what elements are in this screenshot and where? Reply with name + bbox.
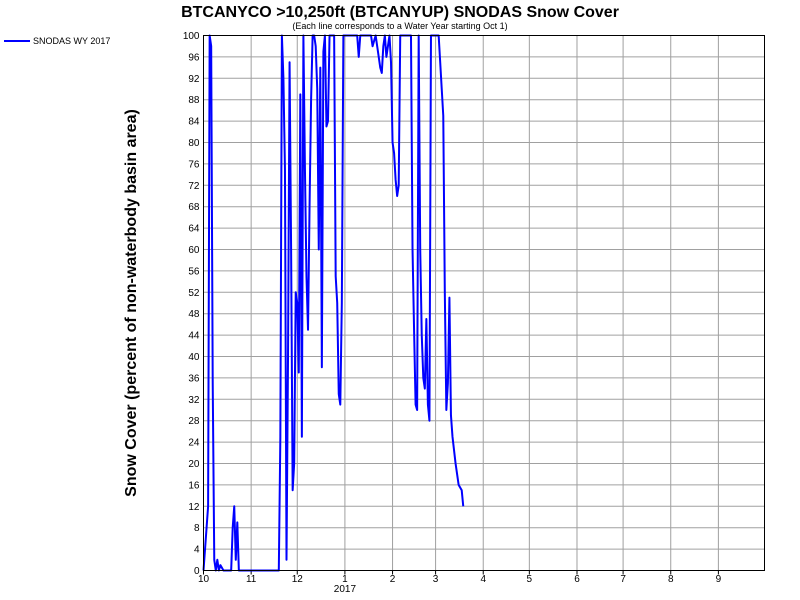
series-layer bbox=[202, 34, 465, 572]
legend-label: SNODAS WY 2017 bbox=[33, 36, 110, 46]
x-tick-label: 2 bbox=[390, 574, 396, 585]
series-line bbox=[202, 34, 465, 572]
y-tick-label: 0 bbox=[194, 566, 200, 577]
plot-frame bbox=[203, 35, 765, 571]
x-tick-label: 3 bbox=[433, 574, 439, 585]
x-tick-label: 11 bbox=[246, 574, 257, 585]
x-tick-label: 12 bbox=[292, 574, 304, 585]
y-tick-label: 40 bbox=[188, 352, 200, 363]
y-tick-label: 56 bbox=[188, 266, 200, 277]
x-tick-label: 10 bbox=[198, 574, 210, 585]
y-tick-label: 28 bbox=[188, 416, 200, 427]
y-tick-labels: 0481216202428323640444852566064687276808… bbox=[183, 31, 200, 577]
y-tick-label: 92 bbox=[188, 74, 200, 85]
chart-subtitle: (Each line corresponds to a Water Year s… bbox=[292, 21, 507, 31]
y-tick-label: 52 bbox=[188, 288, 200, 299]
y-tick-label: 76 bbox=[188, 159, 200, 170]
x-tick-label: 7 bbox=[620, 574, 626, 585]
y-tick-label: 48 bbox=[188, 309, 200, 320]
y-tick-label: 20 bbox=[188, 459, 200, 470]
y-tick-label: 64 bbox=[188, 224, 200, 235]
y-tick-label: 60 bbox=[188, 245, 200, 256]
chart-title: BTCANYCO >10,250ft (BTCANYUP) SNODAS Sno… bbox=[181, 4, 619, 21]
y-tick-label: 84 bbox=[188, 117, 200, 128]
x-tick-label: 1 bbox=[342, 574, 348, 585]
y-tick-label: 44 bbox=[188, 331, 200, 342]
y-tick-label: 32 bbox=[188, 395, 200, 406]
y-tick-label: 96 bbox=[188, 52, 200, 63]
y-tick-label: 100 bbox=[183, 31, 200, 42]
y-tick-label: 24 bbox=[188, 438, 200, 449]
y-tick-label: 72 bbox=[188, 181, 200, 192]
y-tick-label: 88 bbox=[188, 95, 200, 106]
y-axis-label: Snow Cover (percent of non-waterbody bas… bbox=[123, 109, 140, 497]
x-tick-labels: 10 11 12 1 2 3 4 5 6 7 8 9 bbox=[198, 574, 722, 585]
y-tick-label: 80 bbox=[188, 138, 200, 149]
y-tick-label: 36 bbox=[188, 373, 200, 384]
y-tick-label: 16 bbox=[188, 480, 200, 491]
y-tick-label: 12 bbox=[188, 502, 200, 513]
y-tick-label: 8 bbox=[194, 523, 200, 534]
x-tick-label: 9 bbox=[716, 574, 722, 585]
y-tick-label: 4 bbox=[194, 545, 200, 556]
legend: SNODAS WY 2017 bbox=[4, 36, 110, 46]
x-tick-label: 4 bbox=[480, 574, 486, 585]
x-tick-label: 6 bbox=[574, 574, 580, 585]
x-tick-label: 8 bbox=[668, 574, 674, 585]
x-tick-label: 5 bbox=[527, 574, 533, 585]
year-label: 2017 bbox=[334, 584, 357, 595]
y-tick-label: 68 bbox=[188, 202, 200, 213]
